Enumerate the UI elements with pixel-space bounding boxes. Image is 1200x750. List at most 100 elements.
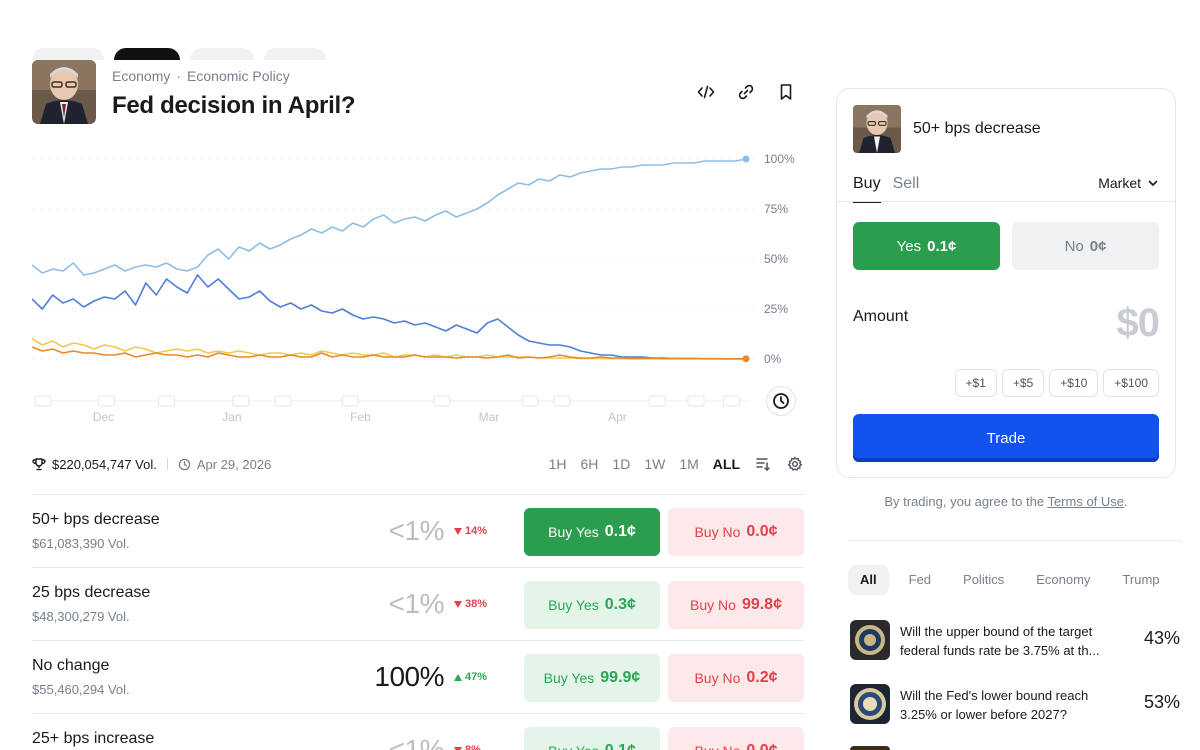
related-markets: Will the upper bound of the target feder… (850, 618, 1180, 746)
buy-yes-button[interactable]: Buy Yes 99.9¢ (524, 654, 660, 702)
trade-button[interactable]: Trade (853, 414, 1159, 462)
trade-outcome-thumbnail (853, 105, 901, 153)
timeline-marker[interactable] (98, 395, 116, 407)
embed-icon[interactable] (696, 82, 716, 102)
breadcrumb-category[interactable]: Economy (112, 68, 171, 84)
quick-amount-1[interactable]: +$1 (954, 369, 997, 397)
terms-suffix: . (1124, 494, 1128, 509)
trade-panel-header: 50+ bps decrease (853, 105, 1041, 153)
bookmark-icon[interactable] (776, 82, 796, 102)
timeline-marker[interactable] (232, 395, 250, 407)
buy-yes-button[interactable]: Buy Yes 0.1¢ (524, 508, 660, 556)
terms-of-use-link[interactable]: Terms of Use (1047, 494, 1125, 509)
price-chart-svg: 100% 75% 50% 25% 0% Dec Jan Feb Mar Apr (32, 152, 795, 424)
timeline-marker[interactable] (648, 395, 666, 407)
filter-tab-economy[interactable]: Economy (1036, 572, 1091, 587)
buy-no-button[interactable]: Buy No 99.8¢ (668, 581, 804, 629)
outcome-row[interactable]: 25+ bps increase <1% 8% Buy Yes 0.1¢ Buy No 0.… (32, 713, 804, 750)
volume-stat: $220,054,747 Vol. (32, 457, 157, 472)
tab-buy[interactable]: Buy (853, 175, 881, 203)
clock-icon (773, 393, 789, 409)
timeline-marker[interactable] (553, 395, 571, 407)
quick-amount-buttons: +$1 +$5 +$10 +$100 (954, 369, 1159, 397)
range-tab-1d[interactable]: 1D (612, 456, 631, 472)
buy-no-price: 0.0¢ (746, 523, 778, 540)
related-market-item[interactable]: Will the upper bound of the target feder… (850, 618, 1180, 682)
outcome-name: 25 bps decrease (32, 584, 151, 601)
outcome-volume: $55,460,294 Vol. (32, 682, 130, 697)
range-tab-6h[interactable]: 6H (580, 456, 599, 472)
outcome-change: 14% (454, 525, 487, 537)
buy-no-button[interactable]: Buy No 0.2¢ (668, 654, 804, 702)
trade-yes-button[interactable]: Yes 0.1¢ (853, 222, 1000, 270)
timeline-marker[interactable] (158, 395, 176, 407)
range-tab-1m[interactable]: 1M (679, 456, 699, 472)
order-type-dropdown[interactable]: Market (1098, 175, 1159, 191)
trade-no-button[interactable]: No 0¢ (1012, 222, 1159, 270)
buy-no-price: 0.0¢ (746, 742, 777, 750)
quick-amount-100[interactable]: +$100 (1103, 369, 1159, 397)
trade-no-label: No (1064, 237, 1084, 255)
timeline-marker[interactable] (34, 395, 52, 407)
buy-no-button[interactable]: Buy No 0.0¢ (668, 508, 804, 556)
breadcrumb: Economy · Economic Policy (112, 68, 290, 84)
timeline-marker[interactable] (521, 395, 539, 407)
section-divider (848, 540, 1182, 541)
quick-amount-10[interactable]: +$10 (1049, 369, 1099, 397)
timeline-marker[interactable] (687, 395, 705, 407)
filter-tab-fed[interactable]: Fed (908, 572, 932, 587)
fed-seal-thumbnail (850, 684, 890, 724)
buy-no-label: Buy No (694, 670, 741, 686)
x-tick-label: Apr (608, 410, 627, 424)
timeline-marker[interactable] (274, 395, 292, 407)
filter-tab-trump[interactable]: Trump (1122, 572, 1160, 587)
buy-yes-price: 0.1¢ (604, 523, 636, 540)
terms-prefix: By trading, you agree to the (884, 494, 1045, 509)
trade-yes-label: Yes (896, 237, 922, 255)
end-date-stat: Apr 29, 2026 (178, 457, 271, 472)
buy-yes-button[interactable]: Buy Yes 0.1¢ (524, 727, 660, 750)
buy-yes-price: 0.1¢ (605, 742, 636, 750)
timeline-marker[interactable] (433, 395, 451, 407)
outcome-row[interactable]: 25 bps decrease $48,300,279 Vol. <1% 38% Buy… (32, 567, 804, 640)
outcome-probability: <1% (388, 515, 445, 546)
series-line-1 (32, 274, 746, 360)
buy-yes-button[interactable]: Buy Yes 0.3¢ (524, 581, 660, 629)
buy-no-button[interactable]: Buy No 0.0¢ (668, 727, 804, 750)
related-question: Will the Fed's lower bound reach 3.25% o… (900, 688, 1089, 722)
related-market-item[interactable]: Will the Fed's lower bound reach 3.25% o… (850, 682, 1180, 746)
range-tab-1w[interactable]: 1W (644, 456, 666, 472)
sort-lines-icon[interactable] (754, 455, 772, 473)
link-icon[interactable] (736, 82, 756, 102)
market-header: Economy · Economic Policy Fed decision in … (32, 60, 804, 124)
buy-yes-label: Buy Yes (548, 597, 599, 613)
outcome-row[interactable]: 50+ bps decrease $61,083,390 Vol. <1% 14% Bu… (32, 494, 804, 567)
related-filter-tabs: All Fed Politics Economy Trump (848, 565, 1200, 595)
y-tick-label: 0% (764, 352, 782, 366)
arrow-down-icon (454, 527, 462, 535)
quick-amount-5[interactable]: +$5 (1001, 369, 1045, 397)
outcome-change-value: 8% (465, 744, 481, 750)
timeline-marker[interactable] (722, 395, 740, 407)
timeline-marker[interactable] (341, 395, 359, 407)
outcome-row[interactable]: No change $55,460,294 Vol. 100% 47% Buy Yes 9… (32, 640, 804, 713)
tab-sell[interactable]: Sell (892, 175, 920, 192)
x-tick-label: Jan (222, 410, 241, 424)
outcome-change: 8% (454, 744, 481, 750)
history-clock-button[interactable] (766, 386, 796, 416)
buy-no-label: Buy No (694, 524, 741, 540)
outcome-change-value: 38% (465, 598, 488, 610)
range-tab-all[interactable]: ALL (712, 456, 740, 472)
y-tick-label: 25% (764, 302, 788, 316)
filter-tab-all[interactable]: All (848, 565, 889, 595)
related-probability: 43% (1143, 628, 1180, 648)
filter-tab-politics[interactable]: Politics (963, 572, 1005, 587)
buy-no-price: 99.8¢ (741, 596, 782, 613)
breadcrumb-separator: · (176, 68, 182, 84)
range-tab-1h[interactable]: 1H (548, 456, 567, 472)
breadcrumb-subcategory[interactable]: Economic Policy (187, 68, 290, 84)
buy-yes-label: Buy Yes (543, 670, 595, 686)
amount-input[interactable]: $0 (1116, 301, 1160, 345)
trade-no-price: 0¢ (1089, 237, 1107, 255)
settings-gear-icon[interactable] (786, 455, 804, 473)
